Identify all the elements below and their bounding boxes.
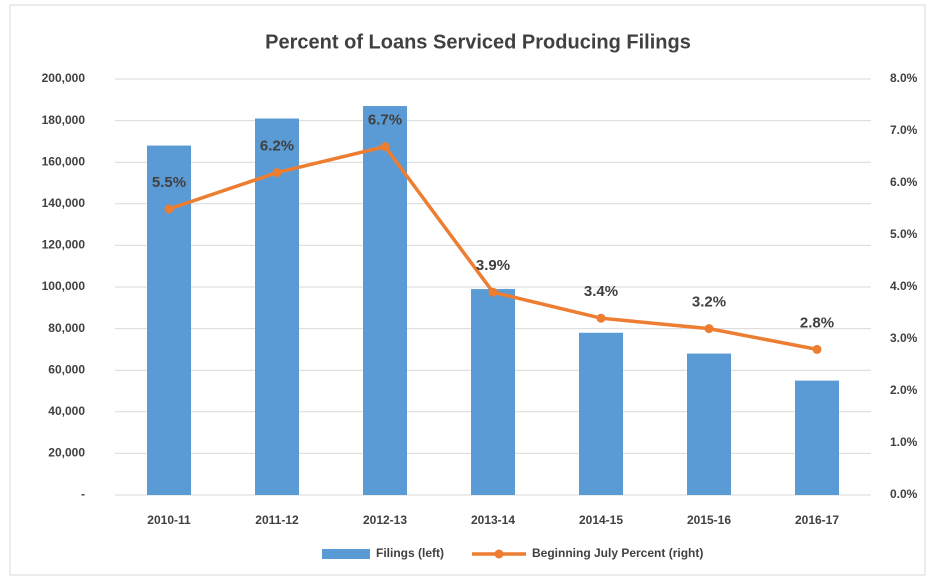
x-tick-label: 2013-14	[471, 513, 515, 527]
y-tick-label: 180,000	[42, 113, 86, 127]
x-tick-label: 2012-13	[363, 513, 407, 527]
data-label: 5.5%	[152, 174, 186, 191]
marker	[596, 313, 606, 323]
x-tick-label: 2010-11	[147, 513, 191, 527]
bar	[147, 145, 191, 495]
y2-tick-label: 6.0%	[890, 175, 918, 189]
legend-swatch	[322, 549, 370, 559]
y-tick-label: -	[81, 487, 85, 501]
y2-tick-label: 4.0%	[890, 279, 918, 293]
y-tick-label: 200,000	[42, 71, 86, 85]
y-tick-label: 40,000	[48, 404, 85, 418]
legend-label: Beginning July Percent (right)	[532, 546, 703, 560]
legend-marker	[494, 549, 504, 559]
x-tick-label: 2011-12	[255, 513, 299, 527]
x-tick-label: 2014-15	[579, 513, 623, 527]
x-tick-label: 2016-17	[795, 513, 839, 527]
y-tick-label: 100,000	[42, 279, 86, 293]
y-tick-label: 160,000	[42, 154, 86, 168]
y-tick-label: 120,000	[42, 238, 86, 252]
chart-title: Percent of Loans Serviced Producing Fili…	[265, 31, 691, 53]
marker	[812, 344, 822, 354]
marker	[488, 287, 498, 297]
bar	[363, 106, 407, 495]
bar	[795, 380, 839, 495]
y2-tick-label: 7.0%	[890, 123, 918, 137]
bar	[579, 332, 623, 495]
data-label: 2.8%	[800, 314, 834, 331]
y-tick-label: 60,000	[48, 362, 85, 376]
marker	[380, 142, 390, 152]
y2-tick-label: 3.0%	[890, 331, 918, 345]
y-tick-label: 80,000	[48, 321, 85, 335]
marker	[704, 324, 714, 334]
bar	[255, 118, 299, 496]
marker	[164, 204, 174, 214]
data-label: 3.9%	[476, 257, 510, 274]
y2-tick-label: 1.0%	[890, 435, 918, 449]
data-label: 6.7%	[368, 112, 402, 129]
y-tick-label: 140,000	[42, 196, 86, 210]
x-tick-label: 2015-16	[687, 513, 731, 527]
bar	[471, 289, 515, 495]
y-tick-label: 20,000	[48, 446, 85, 460]
marker	[272, 168, 282, 178]
data-label: 6.2%	[260, 138, 294, 155]
data-label: 3.2%	[692, 294, 726, 311]
y2-tick-label: 0.0%	[890, 487, 918, 501]
legend-label: Filings (left)	[376, 546, 444, 560]
data-label: 3.4%	[584, 283, 618, 300]
bar	[687, 353, 731, 495]
y2-tick-label: 2.0%	[890, 383, 918, 397]
y2-tick-label: 8.0%	[890, 71, 918, 85]
y2-tick-label: 5.0%	[890, 227, 918, 241]
